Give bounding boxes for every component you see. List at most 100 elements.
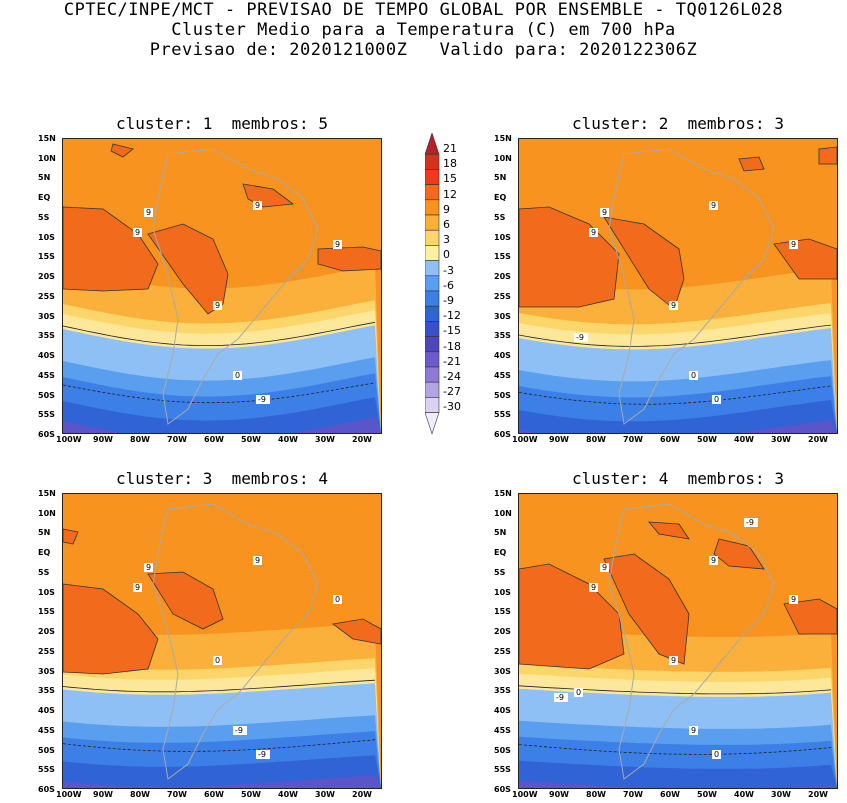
temperature-band [519,780,837,788]
temperature-band [519,420,837,433]
colorbar-swatch [425,321,440,337]
continent-outline [608,503,775,780]
contour-label-box [709,556,718,565]
contour-label-box [712,750,721,759]
contour-label: 9 [602,208,607,217]
contour-minus-9 [519,744,832,755]
contour-label: 0 [576,688,581,697]
longitude-tick-label: 90W [549,435,569,444]
latitude-tick-label: 30S [38,666,55,676]
longitude-tick-label: 70W [623,435,643,444]
longitude-tick-label: 30W [771,790,791,799]
latitude-tick-label: 15N [494,489,512,498]
warm-region-above-9 [603,216,685,310]
latitude-tick-label: 20S [494,272,511,282]
contour-label: 9 [711,201,716,210]
contour-label-box [253,556,262,565]
temperature-map: 9 9 9 0 0 -9 -9 [62,493,382,789]
latitude-tick-label: 20S [494,627,511,637]
warm-region-above-9 [147,223,229,315]
latitude-tick-label: 60S [494,785,511,794]
contour-label: -9 [576,333,584,342]
contour-label: -9 [258,750,266,759]
contour-minus-9 [63,739,376,752]
figure-title-line-3: Previsao de: 2020121000Z Valido para: 20… [149,40,698,60]
contour-label: 0 [714,750,719,759]
contour-label-box [669,656,678,665]
longitude-tick-label: 30W [771,435,791,444]
continent-outline [152,503,319,780]
contour-label: 9 [135,583,140,592]
contour-label-box [333,595,342,604]
contour-label: 9 [602,563,607,572]
contour-label-box [333,240,342,249]
temperature-band [63,755,381,788]
contour-label: 9 [671,301,676,310]
longitude-tick-label: 70W [623,790,643,799]
colorbar-level-label: 0 [443,248,450,262]
contour-label-box [600,563,609,572]
latitude-tick-label: 10S [38,587,55,597]
temperature-band [63,417,381,433]
contour-label-box [144,563,153,572]
colorbar-swatch [425,397,440,413]
contour-label-box [144,208,153,217]
latitude-tick-label: 60S [38,785,55,794]
longitude-tick-label: 80W [586,790,606,799]
contour-label-box [554,693,568,702]
longitude-tick-label: 20W [352,435,372,444]
latitude-tick-label: 40S [38,351,55,361]
colorbar-level-label: -30 [443,400,461,414]
longitude-tick-label: 90W [549,790,569,799]
latitude-tick-label: 45S [38,370,55,380]
figure-title-line-1: CPTEC/INPE/MCT - PREVISAO DE TEMPO GLOBA… [63,0,784,20]
contour-label: 9 [135,228,140,237]
latitude-tick-label: 55S [38,765,55,775]
colorbar-swatch [425,199,440,216]
warm-region-above-9 [818,146,837,165]
contour-label: 0 [714,395,719,404]
latitude-tick-label: 15N [494,134,512,143]
latitude-tick-label: 60S [38,430,55,439]
colorbar-level-label: 3 [443,233,450,247]
contour-0 [519,324,832,347]
panel-title: cluster: 1 membros: 5 [116,114,328,133]
latitude-tick-label: 35S [494,686,511,696]
contour-0 [519,685,832,695]
figure-title-line-2: Cluster Medio para a Temperatura (C) em … [171,20,676,40]
contour-label: 0 [215,656,220,665]
continent-outline [152,148,319,425]
latitude-tick-label: 15S [494,252,511,262]
longitude-tick-label: 60W [204,790,224,799]
colorbar-swatch [425,260,440,277]
latitude-tick-label: 15N [38,489,56,498]
latitude-tick-label: 45S [38,725,55,735]
longitude-tick-label: 40W [734,790,754,799]
temperature-map: 9 9 9 9 9 0 -9 [62,138,382,434]
longitude-tick-label: 50W [697,790,717,799]
contour-label-box [669,301,678,310]
latitude-tick-label: 60S [494,430,511,439]
longitude-tick-label: 100W [56,435,82,444]
colorbar-level-label: 12 [443,187,457,201]
warm-region-above-9 [713,538,765,570]
latitude-tick-label: 40S [494,706,511,716]
colorbar-swatch [425,153,440,170]
longitude-tick-label: 100W [56,790,82,799]
contour-label-box [233,371,242,380]
contour-label: 0 [691,371,696,380]
latitude-tick-label: 45S [494,370,511,380]
latitude-tick-label: 15S [38,252,55,262]
contour-label: 9 [255,556,260,565]
contour-label-box [256,395,270,404]
contour-label: -9 [235,726,243,735]
latitude-tick-label: 10N [494,153,512,163]
latitude-tick-label: 25S [494,291,511,301]
warm-region-above-9 [648,521,690,540]
latitude-tick-label: 25S [38,291,55,301]
longitude-tick-label: 20W [808,435,828,444]
contour-label: 9 [146,563,151,572]
colorbar-swatch [425,336,440,353]
latitude-tick-label: 15S [494,607,511,617]
latitude-tick-label: 5S [38,567,50,577]
